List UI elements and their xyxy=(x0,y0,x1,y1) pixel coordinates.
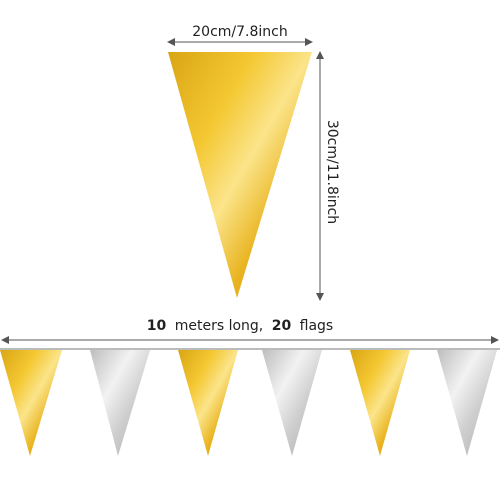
flag-count: 20 xyxy=(272,318,292,334)
silver-flag xyxy=(437,350,497,456)
length-count: 10 xyxy=(147,318,167,334)
width-label: 20cm/7.8inch xyxy=(192,24,287,40)
silver-flag xyxy=(262,350,322,456)
gold-flag xyxy=(0,350,62,456)
large-flag xyxy=(168,52,312,298)
silver-flag xyxy=(90,350,150,456)
gold-flag xyxy=(350,350,410,456)
gold-flag xyxy=(178,350,238,456)
flags-text: flags xyxy=(300,318,334,334)
length-caption: 10 meters long, 20 flags xyxy=(147,318,333,334)
length-text: meters long, xyxy=(175,318,264,334)
height-label: 30cm/11.8inch xyxy=(324,120,340,224)
